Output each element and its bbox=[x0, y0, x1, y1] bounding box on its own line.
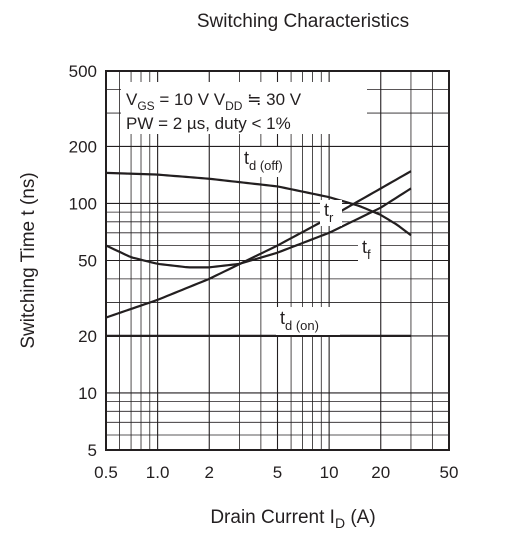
y-tick-label: 100 bbox=[69, 194, 97, 213]
chart-title: Switching Characteristics bbox=[197, 11, 409, 32]
y-tick-label: 200 bbox=[69, 137, 97, 156]
plot-frame bbox=[105, 70, 450, 451]
series-label-bg bbox=[320, 200, 342, 226]
series-label: tf bbox=[362, 237, 371, 262]
series-label-bg bbox=[276, 307, 340, 335]
series-label: td (on) bbox=[280, 308, 319, 333]
y-axis-label: Switching Time t (ns) bbox=[18, 172, 39, 348]
series-line-r bbox=[105, 170, 412, 319]
x-label-sub: D bbox=[335, 515, 345, 531]
x-tick-label: 20 bbox=[371, 463, 390, 482]
series-line-f bbox=[105, 187, 412, 269]
y-tick-label: 5 bbox=[88, 441, 97, 460]
y-tick-label: 20 bbox=[78, 327, 97, 346]
conditions-box bbox=[121, 82, 367, 134]
x-tick-label: 5 bbox=[273, 463, 282, 482]
series-label-symbol: t bbox=[324, 200, 329, 220]
x-tick-label: 1.0 bbox=[146, 463, 170, 482]
series-label-symbol: t bbox=[280, 308, 285, 328]
series-label-symbol: t bbox=[244, 148, 249, 168]
cond-vdd-sub: DD bbox=[225, 99, 243, 113]
cond-vgs: V bbox=[126, 90, 138, 109]
y-tick-label: 10 bbox=[78, 384, 97, 403]
y-tick-label: 50 bbox=[78, 252, 97, 271]
y-tick-label: 500 bbox=[69, 62, 97, 81]
x-label-main: Drain Current I bbox=[210, 507, 335, 528]
x-tick-label: 10 bbox=[320, 463, 339, 482]
series-label-symbol: t bbox=[362, 237, 367, 257]
x-tick-label: 2 bbox=[205, 463, 214, 482]
conditions-line-1: VGS = 10 V VDD ≒ 30 V bbox=[126, 90, 302, 113]
cond-vdd: = 10 V V bbox=[155, 90, 226, 109]
series-label: td (off) bbox=[244, 148, 283, 173]
x-tick-label: 0.5 bbox=[94, 463, 118, 482]
x-tick-label: 50 bbox=[440, 463, 459, 482]
cond-vgs-sub: GS bbox=[137, 99, 154, 113]
series-label-subscript: f bbox=[367, 247, 371, 262]
series-label-subscript: d (off) bbox=[249, 158, 283, 173]
series-line-d-off bbox=[105, 171, 412, 237]
series-label-subscript: r bbox=[329, 210, 334, 225]
series-label-bg bbox=[240, 147, 290, 177]
series-label-subscript: d (on) bbox=[285, 318, 319, 333]
x-axis-label: Drain Current ID (A) bbox=[210, 507, 375, 531]
series-lines bbox=[105, 170, 412, 338]
tick-labels: 0.5 1.0 2 5 10 20 50 5 10 20 50 100 200 500 bbox=[69, 62, 459, 482]
x-label-unit: (A) bbox=[345, 507, 376, 528]
series-label-bg bbox=[358, 236, 380, 262]
cond-vdd-value: ≒ 30 V bbox=[242, 90, 301, 109]
conditions-line-2: PW = 2 µs, duty < 1% bbox=[126, 114, 291, 133]
series-label: tr bbox=[324, 200, 334, 225]
